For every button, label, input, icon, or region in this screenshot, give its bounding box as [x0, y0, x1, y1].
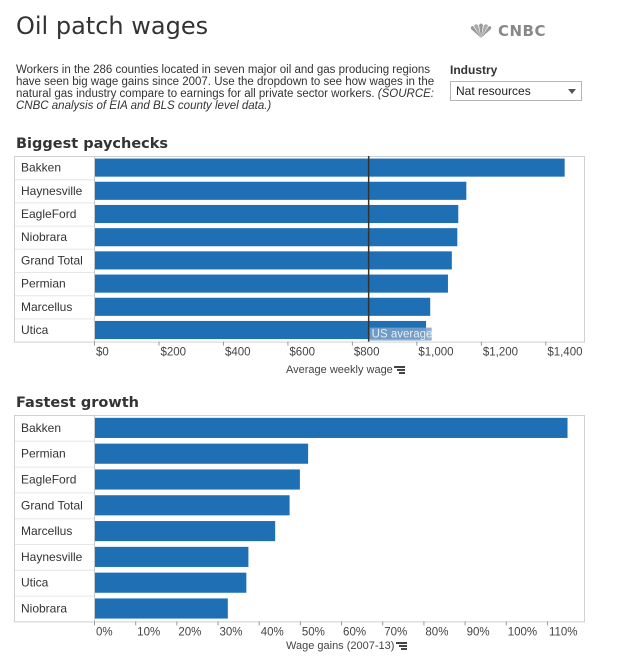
category-label: Haynesville — [21, 550, 83, 564]
chart2-title: Fastest growth — [16, 395, 139, 411]
chart1-xlabel-text: Average weekly wage — [286, 364, 393, 376]
bar — [95, 546, 249, 567]
category-label: Utica — [21, 576, 49, 590]
sort-icon[interactable] — [393, 365, 406, 375]
category-label: Haynesville — [21, 184, 83, 198]
category-label: Permian — [21, 277, 66, 291]
category-label: Marcellus — [21, 300, 72, 314]
chevron-down-icon — [568, 89, 576, 94]
page-title: Oil patch wages — [16, 12, 209, 40]
bar — [95, 572, 247, 593]
bar — [95, 228, 458, 247]
bar — [95, 521, 276, 542]
logo-text: CNBC — [498, 22, 547, 40]
tick-label: $1,200 — [483, 347, 518, 359]
category-label: EagleFord — [21, 207, 76, 221]
tick-label: 30% — [220, 626, 243, 638]
bar — [95, 320, 427, 340]
chart1-xlabel: Average weekly wage — [286, 364, 406, 376]
cnbc-logo: CNBC — [468, 22, 546, 40]
peacock-icon — [470, 23, 492, 38]
tick-label: 20% — [178, 626, 201, 638]
intro-source: (SOURCE: CNBC analysis of EIA and BLS co… — [16, 88, 435, 112]
tick-label: $200 — [160, 347, 186, 359]
tick-label: 50% — [302, 626, 325, 638]
bar — [95, 181, 467, 200]
bar — [95, 443, 309, 464]
us-average-label: US average — [372, 329, 433, 341]
growth-chart: Bakken Permian EagleFord Grand Total Marcell… — [14, 415, 585, 638]
category-label: Niobrara — [21, 602, 67, 616]
chart2-xlabel-text: Wage gains (2007-13) — [286, 640, 395, 652]
category-label: EagleFord — [21, 473, 76, 487]
tick-label: $800 — [354, 347, 380, 359]
sort-icon[interactable] — [395, 641, 408, 651]
category-label: Bakken — [21, 161, 61, 175]
tick-label: $400 — [225, 347, 251, 359]
bar — [95, 598, 228, 619]
tick-label: $0 — [96, 347, 109, 359]
paychecks-chart: Bakken Haynesville EagleFord Niobrara Grand … — [14, 156, 585, 359]
bar — [95, 204, 459, 224]
chart2-xlabel: Wage gains (2007-13) — [286, 640, 408, 652]
intro-text: Workers in the 286 counties located in s… — [16, 64, 436, 112]
bar — [95, 251, 452, 270]
us-average-label-bg — [369, 327, 432, 341]
category-label: Niobrara — [21, 230, 67, 244]
tick-label: $1,400 — [547, 347, 582, 359]
tick-label: 0% — [96, 626, 113, 638]
tick-label: 60% — [343, 626, 366, 638]
intro-body: Workers in the 286 counties located in s… — [16, 64, 435, 100]
bar — [95, 495, 290, 516]
tick-label: $600 — [289, 347, 315, 359]
bar — [95, 274, 448, 293]
bar — [95, 417, 568, 438]
tick-label: 90% — [467, 626, 490, 638]
tick-label: 70% — [384, 626, 407, 638]
bar — [95, 469, 300, 490]
category-label: Permian — [21, 447, 66, 461]
category-label: Bakken — [21, 421, 61, 435]
industry-dropdown-value: Nat resources — [456, 84, 531, 98]
tick-label: 110% — [549, 626, 578, 638]
bar — [95, 297, 431, 316]
tick-label: 80% — [425, 626, 448, 638]
category-label: Grand Total — [21, 498, 83, 512]
industry-filter-label: Industry — [450, 63, 498, 77]
category-label: Utica — [21, 323, 49, 337]
tick-label: $1,000 — [418, 347, 453, 359]
tick-label: 10% — [137, 626, 160, 638]
chart1-title: Biggest paychecks — [16, 136, 169, 152]
chart-frame — [14, 156, 585, 343]
bar — [95, 158, 565, 177]
chart-frame — [14, 415, 585, 623]
category-label: Grand Total — [21, 253, 83, 267]
tick-label: 40% — [261, 626, 284, 638]
industry-dropdown[interactable]: Nat resources — [450, 81, 582, 101]
category-label: Marcellus — [21, 524, 72, 538]
tick-label: 100% — [508, 626, 537, 638]
